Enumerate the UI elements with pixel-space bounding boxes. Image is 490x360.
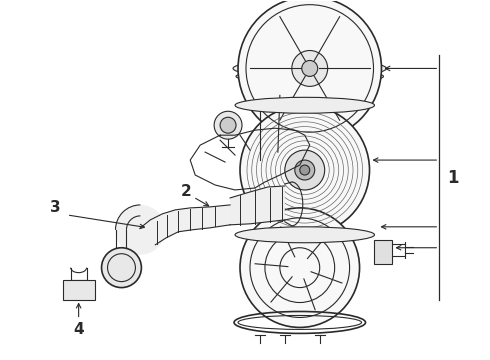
Circle shape xyxy=(75,287,82,293)
Circle shape xyxy=(240,105,369,235)
Bar xyxy=(374,240,392,264)
Ellipse shape xyxy=(236,69,384,84)
Polygon shape xyxy=(141,205,230,245)
Circle shape xyxy=(240,208,360,328)
Text: 3: 3 xyxy=(50,201,61,215)
Polygon shape xyxy=(230,186,285,225)
Ellipse shape xyxy=(235,227,374,243)
Circle shape xyxy=(220,117,236,133)
Circle shape xyxy=(214,111,242,139)
Circle shape xyxy=(285,150,325,190)
Bar xyxy=(63,280,95,300)
Circle shape xyxy=(300,165,310,175)
Circle shape xyxy=(101,248,142,288)
Ellipse shape xyxy=(116,205,165,255)
Text: 4: 4 xyxy=(74,322,84,337)
Ellipse shape xyxy=(233,59,387,77)
Ellipse shape xyxy=(235,97,374,113)
Circle shape xyxy=(295,160,315,180)
Circle shape xyxy=(238,0,382,140)
Circle shape xyxy=(292,50,328,86)
Text: 2: 2 xyxy=(181,184,192,199)
Text: 1: 1 xyxy=(447,169,459,187)
Circle shape xyxy=(302,60,318,76)
